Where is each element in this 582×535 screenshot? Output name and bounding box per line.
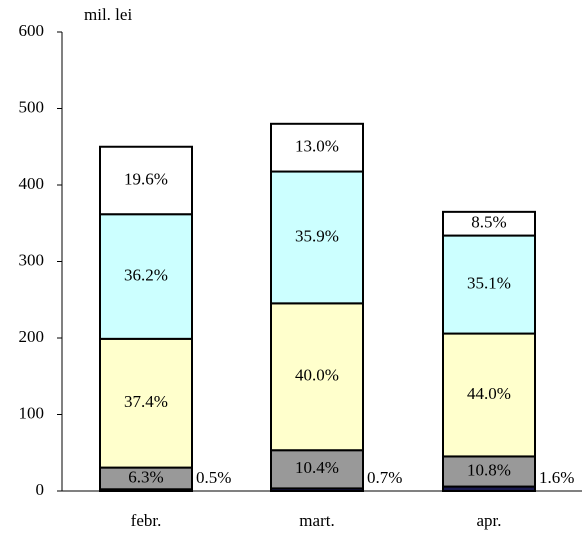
data-label: 35.9% [295,226,339,245]
y-tick-label: 100 [19,403,45,422]
y-tick-label: 400 [19,174,45,193]
x-tick-label: apr. [476,511,501,530]
data-label: 44.0% [467,384,511,403]
data-label: 36.2% [124,265,168,284]
data-label: 19.6% [124,169,168,188]
data-label: 35.1% [467,273,511,292]
x-tick-label: mart. [299,511,334,530]
bar-segment [99,145,193,216]
data-label: 10.8% [467,460,511,479]
data-label: 13.0% [295,137,339,156]
y-tick-label: 600 [19,21,45,40]
data-label: 8.5% [471,213,506,232]
y-tick-label: 0 [36,480,45,499]
bar-segment [442,332,536,458]
data-label: 0.5% [196,468,231,487]
data-label: 0.7% [367,468,402,487]
bar-segment [270,122,364,173]
x-tick-label: febr. [131,511,162,530]
data-label: 10.4% [295,458,339,477]
data-label: 1.6% [539,468,574,487]
data-label: 37.4% [124,392,168,411]
data-label: 40.0% [295,366,339,385]
bar-segment [442,234,536,335]
bar-segment [270,449,364,490]
bar-segment [442,455,536,488]
y-tick-label: 300 [19,250,45,269]
data-label: 6.3% [128,467,163,486]
y-axis-label: mil. lei [84,5,132,24]
y-tick-label: 500 [19,97,45,116]
bar-segment [442,210,536,237]
y-tick-label: 200 [19,327,45,346]
